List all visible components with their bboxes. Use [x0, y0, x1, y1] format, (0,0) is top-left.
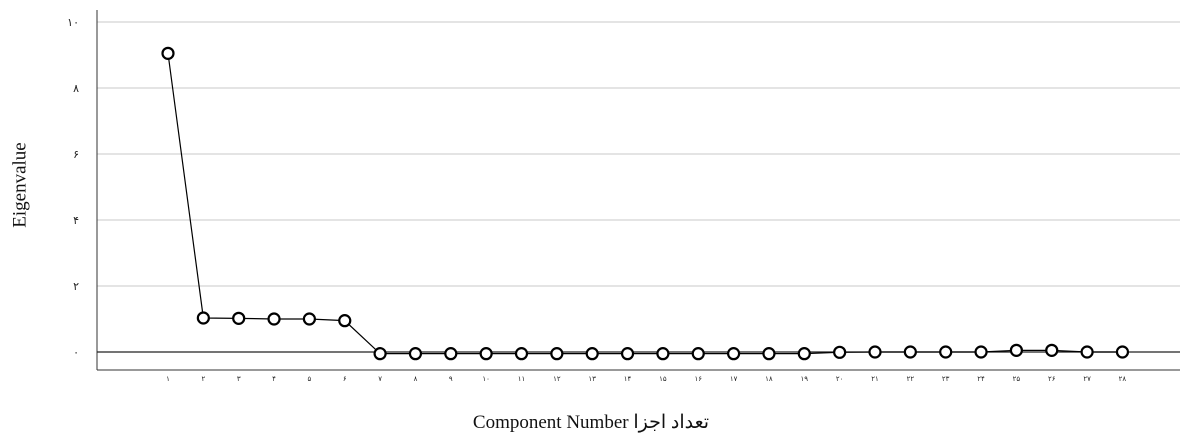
data-point — [939, 345, 953, 359]
x-tick-label: ۲۶ — [1048, 375, 1056, 383]
data-point — [514, 347, 529, 361]
x-tick-label: ۶ — [343, 375, 347, 383]
series-line — [167, 53, 1123, 355]
x-tick-label: ۱۶ — [694, 375, 702, 383]
data-point — [868, 345, 882, 359]
x-tick-label: ۱۹ — [801, 375, 809, 383]
data-point — [302, 312, 316, 326]
data-point — [479, 347, 493, 361]
data-point — [974, 345, 988, 359]
x-tick-label: ۴ — [272, 375, 276, 383]
x-tick-label: ۱۲ — [553, 375, 561, 383]
data-point — [408, 347, 423, 361]
data-point — [161, 46, 175, 60]
x-tick-label: ۱۱ — [518, 375, 526, 383]
data-point — [1045, 343, 1059, 357]
y-tick-label: ۴ — [73, 214, 79, 227]
y-tick-label: ۶ — [73, 148, 79, 161]
data-point — [196, 311, 210, 325]
x-tick-label: ۲۲ — [907, 375, 915, 383]
x-tick-label: ۱۷ — [730, 375, 738, 383]
x-tick-label: ۲۷ — [1083, 375, 1091, 383]
x-axis-title: Component Number تعداد اجزا — [472, 412, 710, 433]
x-tick-label: ۷ — [378, 375, 382, 383]
x-tick-label: ۲۴ — [977, 375, 985, 383]
data-point — [726, 347, 741, 361]
y-axis-title-wrap: Eigenvalue — [6, 60, 36, 310]
x-tick-label: ۲۵ — [1013, 375, 1021, 383]
data-point — [620, 347, 635, 361]
data-point — [903, 345, 917, 359]
data-point — [232, 311, 246, 325]
x-tick-label: ۵ — [308, 375, 312, 383]
data-point — [373, 347, 387, 361]
data-point — [338, 314, 352, 328]
x-tick-label: ۲۸ — [1119, 375, 1127, 383]
x-tick-label: ۱۵ — [659, 375, 667, 383]
data-point — [762, 347, 776, 361]
y-tick-label: ۱۰ — [67, 16, 79, 29]
data-point — [585, 347, 599, 361]
x-tick-label: ۸ — [414, 375, 418, 383]
x-tick-label: ۹ — [449, 375, 453, 383]
x-tick-label: ۱۰ — [482, 375, 490, 383]
x-tick-label: ۳ — [237, 375, 241, 383]
x-tick-label: ۱۴ — [624, 375, 632, 383]
x-tick-label: ۲ — [201, 375, 205, 383]
x-tick-label: ۱ — [166, 375, 170, 383]
data-point — [797, 347, 811, 361]
x-tick-label: ۱۳ — [588, 375, 596, 383]
data-point — [691, 347, 705, 361]
y-axis-title: Eigenvalue — [10, 142, 31, 228]
data-point — [267, 312, 281, 326]
x-tick-label: ۱۸ — [765, 375, 773, 383]
data-point — [833, 345, 847, 359]
y-tick-label: ۸ — [73, 82, 79, 95]
data-point — [656, 347, 670, 361]
x-tick-label: ۲۰ — [836, 375, 844, 383]
data-point — [1115, 345, 1130, 359]
data-point — [550, 347, 564, 361]
y-tick-label: ۲ — [73, 280, 79, 293]
x-tick-label: ۲۳ — [942, 375, 950, 383]
x-tick-label: ۲۱ — [871, 375, 879, 383]
data-point — [1009, 343, 1024, 357]
data-point — [444, 347, 458, 361]
data-point — [1080, 345, 1094, 359]
y-tick-label: ۰ — [73, 346, 79, 359]
